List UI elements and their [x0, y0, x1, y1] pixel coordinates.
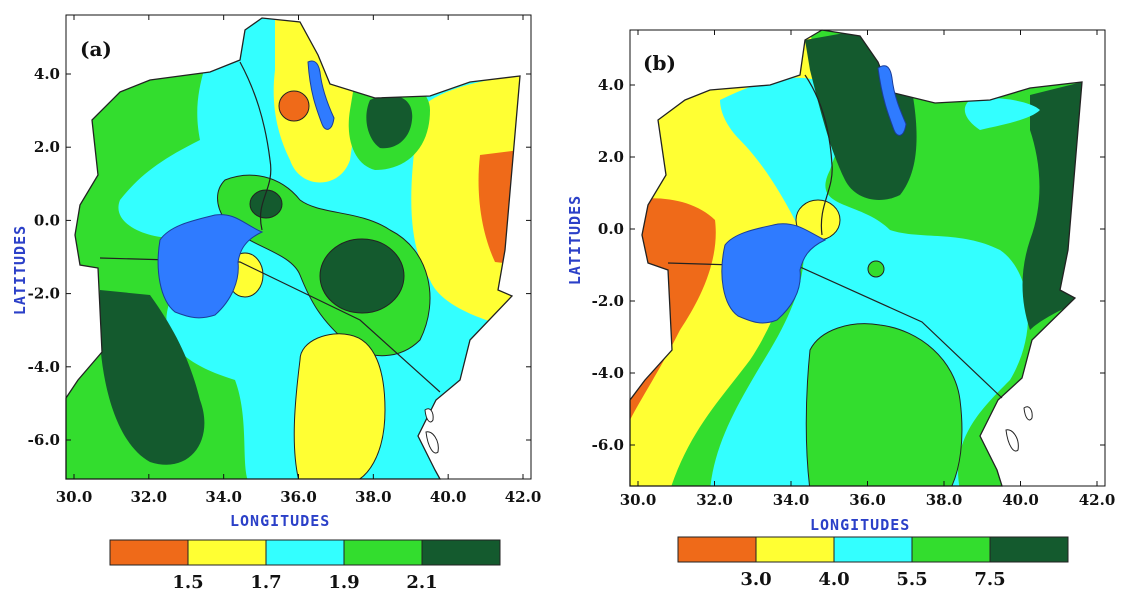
x-tick-label: 42.0 — [1079, 491, 1116, 509]
yellow-zone-east — [411, 76, 520, 330]
dark-green-zone-southwest — [99, 290, 205, 465]
colorbar-swatch — [833, 536, 913, 563]
colorbar-label: 5.5 — [896, 569, 927, 590]
dark-green-spot-central — [249, 189, 283, 219]
border-uganda-kenya — [239, 61, 272, 231]
islands — [424, 408, 439, 454]
colorbar-label: 1.5 — [172, 572, 203, 591]
panel-a-label: (a) — [80, 37, 112, 61]
x-tick-label: 40.0 — [1002, 491, 1039, 509]
x-tick-label: 34.0 — [205, 488, 242, 506]
panel-b-colorbar-labels: 3.0 4.0 5.5 7.5 — [740, 569, 1005, 590]
panel-b-y-ticks: 4.0 2.0 0.0 -2.0 -4.0 -6.0 — [592, 76, 1105, 454]
panel-b: 30.0 32.0 34.0 36.0 38.0 40.0 42.0 4.0 2.0 0.0 -2… — [560, 0, 1131, 591]
y-tick-label: -2.0 — [592, 292, 624, 310]
outer-boundary — [65, 17, 521, 480]
panel-a-x-ticks: 30.0 32.0 34.0 36.0 38.0 40.0 42.0 — [56, 15, 542, 506]
green-zone-south — [805, 323, 963, 486]
x-tick-label: 30.0 — [620, 491, 657, 509]
outer-boundary — [629, 29, 1083, 487]
colorbar-label: 1.9 — [328, 572, 359, 591]
panel-b-contour-fill — [630, 30, 1082, 486]
y-tick-label: -4.0 — [592, 364, 624, 382]
x-tick-label: 36.0 — [280, 488, 317, 506]
x-tick-label: 32.0 — [131, 488, 168, 506]
panel-a-y-ticks: 4.0 2.0 0.0 -2.0 -4.0 -6.0 — [28, 65, 531, 449]
colorbar-label: 2.1 — [406, 572, 437, 591]
panel-a-contour-fill — [66, 18, 520, 479]
x-tick-label: 38.0 — [355, 488, 392, 506]
y-tick-label: -4.0 — [28, 358, 60, 376]
panel-b-x-axis-title: LONGITUDES — [810, 516, 910, 534]
y-tick-label: -6.0 — [592, 436, 624, 454]
lake-victoria — [721, 223, 827, 324]
panel-a-svg: 30.0 32.0 34.0 36.0 38.0 40.0 42.0 4.0 2.0 0.0 -2… — [11, 14, 542, 591]
panel-a-colorbar — [109, 539, 501, 566]
colorbar-swatch — [755, 536, 835, 563]
y-tick-label: 2.0 — [34, 138, 60, 156]
yellow-zone-south — [293, 333, 386, 479]
colorbar-swatch — [187, 539, 267, 566]
dark-green-zone-central — [319, 238, 405, 314]
lake-turkana — [307, 60, 335, 130]
colorbar-label: 1.7 — [250, 572, 281, 591]
green-spot-central — [867, 260, 885, 278]
lake-turkana — [877, 65, 907, 136]
colorbar-swatch — [265, 539, 345, 566]
border-uganda-kenya — [804, 74, 833, 236]
panel-a-y-axis-title: LATITUDES — [11, 225, 29, 315]
y-tick-label: 0.0 — [598, 220, 624, 238]
dark-green-zone-northeast — [366, 95, 413, 149]
panel-b-colorbar — [677, 536, 1069, 563]
colorbar-swatch — [911, 536, 991, 563]
x-tick-label: 36.0 — [849, 491, 886, 509]
colorbar-swatch — [989, 536, 1069, 563]
panel-b-svg: 30.0 32.0 34.0 36.0 38.0 40.0 42.0 4.0 2.0 0.0 -2… — [566, 29, 1116, 590]
cyan-zone-northeast — [964, 98, 1040, 130]
panel-b-label: (b) — [643, 51, 676, 75]
panel-b-x-ticks: 30.0 32.0 34.0 36.0 38.0 40.0 42.0 — [620, 30, 1116, 509]
lake-victoria — [157, 214, 264, 319]
panel-a-colorbar-labels: 1.5 1.7 1.9 2.1 — [172, 572, 437, 591]
colorbar-swatch — [421, 539, 501, 566]
y-tick-label: 2.0 — [598, 148, 624, 166]
panel-a: 30.0 32.0 34.0 36.0 38.0 40.0 42.0 4.0 2.0 0.0 -2… — [0, 0, 560, 591]
colorbar-swatch — [343, 539, 423, 566]
panel-a-x-axis-title: LONGITUDES — [230, 512, 330, 530]
colorbar-swatch — [109, 539, 189, 566]
x-tick-label: 32.0 — [696, 491, 733, 509]
x-tick-label: 40.0 — [430, 488, 467, 506]
colorbar-label: 3.0 — [740, 569, 771, 590]
orange-spot-north — [278, 90, 310, 122]
panel-b-y-axis-title: LATITUDES — [566, 195, 584, 285]
y-tick-label: 0.0 — [34, 211, 60, 229]
y-tick-label: -6.0 — [28, 431, 60, 449]
x-tick-label: 34.0 — [773, 491, 810, 509]
x-tick-label: 38.0 — [926, 491, 963, 509]
y-tick-label: -2.0 — [28, 285, 60, 303]
x-tick-label: 42.0 — [505, 488, 542, 506]
colorbar-swatch — [677, 536, 757, 563]
colorbar-label: 7.5 — [974, 569, 1005, 590]
y-tick-label: 4.0 — [34, 65, 60, 83]
y-tick-label: 4.0 — [598, 76, 624, 94]
colorbar-label: 4.0 — [818, 569, 849, 590]
islands — [1005, 406, 1033, 452]
x-tick-label: 30.0 — [56, 488, 93, 506]
